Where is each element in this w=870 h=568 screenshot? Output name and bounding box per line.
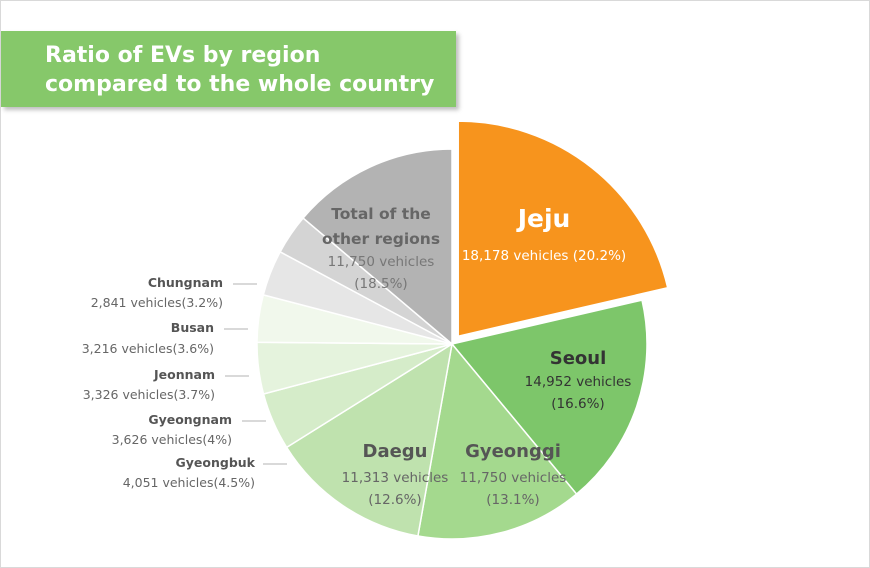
slice-label-daegu-detail-2: (12.6%)	[368, 492, 421, 508]
slice-label-jeju-detail: 18,178 vehicles (20.2%)	[462, 248, 626, 264]
slice-label-seoul-detail-1: 14,952 vehicles	[525, 374, 632, 390]
slice-label-daegu-name: Daegu	[363, 441, 428, 462]
callout-label-jeonnam-name: Jeonnam	[153, 367, 215, 382]
callout-label-gyeongbuk-name: Gyeongbuk	[176, 455, 256, 470]
slice-label-others-detail-1: 11,750 vehicles	[328, 254, 435, 270]
callout-label-jeonnam-detail: 3,326 vehicles(3.7%)	[83, 387, 215, 402]
pie-slice-seoul	[450, 299, 648, 496]
chart-title: Ratio of EVs by region compared to the w…	[45, 43, 435, 97]
slice-label-jeju-name: Jeju	[516, 204, 571, 233]
callout-label-chungnam-name: Chungnam	[148, 275, 223, 290]
pie-slice-jeju	[457, 120, 669, 338]
slice-label-seoul-name: Seoul	[550, 348, 607, 369]
callout-label-busan-detail: 3,216 vehicles(3.6%)	[82, 341, 214, 356]
slice-label-others-detail-2: (18.5%)	[354, 276, 407, 292]
slice-label-gyeonggi-detail-1: 11,750 vehicles	[460, 470, 567, 486]
slice-label-gyeonggi-detail-2: (13.1%)	[486, 492, 539, 508]
slice-label-gyeonggi-name: Gyeonggi	[465, 441, 561, 462]
pie-slice-others	[302, 148, 453, 346]
pie-slice-gyeonggi	[417, 342, 578, 540]
callout-label-chungnam-detail: 2,841 vehicles(3.2%)	[91, 295, 223, 310]
title-banner: Ratio of EVs by region compared to the w…	[1, 31, 456, 107]
slice-label-daegu-detail-1: 11,313 vehicles	[342, 470, 449, 486]
slice-label-others-name-1: Total of the	[331, 205, 431, 223]
callout-label-gyeongnam-detail: 3,626 vehicles(4%)	[112, 432, 232, 447]
pie-slice-daegu	[285, 342, 454, 537]
slice-label-others-name-2: other regions	[322, 230, 440, 248]
slice-label-seoul-detail-2: (16.6%)	[551, 396, 604, 412]
callout-label-gyeongbuk-detail: 4,051 vehicles(4.5%)	[123, 475, 255, 490]
pie-slices	[256, 120, 669, 540]
callout-label-gyeongnam-name: Gyeongnam	[148, 412, 232, 427]
callout-label-busan-name: Busan	[171, 320, 214, 335]
